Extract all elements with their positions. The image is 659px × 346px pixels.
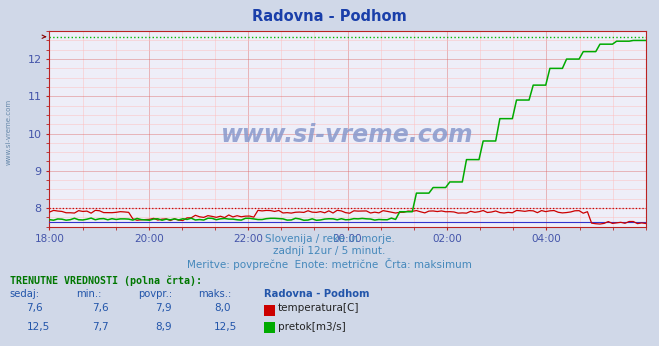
Text: TRENUTNE VREDNOSTI (polna črta):: TRENUTNE VREDNOSTI (polna črta): bbox=[10, 275, 202, 285]
Text: min.:: min.: bbox=[76, 289, 101, 299]
Text: sedaj:: sedaj: bbox=[10, 289, 40, 299]
Text: 8,9: 8,9 bbox=[155, 322, 171, 332]
Text: 12,5: 12,5 bbox=[214, 322, 237, 332]
Text: 7,6: 7,6 bbox=[26, 303, 43, 313]
Text: temperatura[C]: temperatura[C] bbox=[278, 303, 360, 313]
Text: zadnji 12ur / 5 minut.: zadnji 12ur / 5 minut. bbox=[273, 246, 386, 256]
Text: Radovna - Podhom: Radovna - Podhom bbox=[252, 9, 407, 24]
Text: 12,5: 12,5 bbox=[26, 322, 49, 332]
Text: 7,7: 7,7 bbox=[92, 322, 109, 332]
Text: www.si-vreme.com: www.si-vreme.com bbox=[5, 98, 11, 165]
Text: 7,6: 7,6 bbox=[92, 303, 109, 313]
Text: Radovna - Podhom: Radovna - Podhom bbox=[264, 289, 369, 299]
Text: 7,9: 7,9 bbox=[155, 303, 171, 313]
Text: Slovenija / reke in morje.: Slovenija / reke in morje. bbox=[264, 234, 395, 244]
Text: povpr.:: povpr.: bbox=[138, 289, 173, 299]
Text: www.si-vreme.com: www.si-vreme.com bbox=[221, 123, 474, 147]
Text: maks.:: maks.: bbox=[198, 289, 231, 299]
Text: Meritve: povprečne  Enote: metrične  Črta: maksimum: Meritve: povprečne Enote: metrične Črta:… bbox=[187, 258, 472, 270]
Text: pretok[m3/s]: pretok[m3/s] bbox=[278, 322, 346, 332]
Text: 8,0: 8,0 bbox=[214, 303, 231, 313]
